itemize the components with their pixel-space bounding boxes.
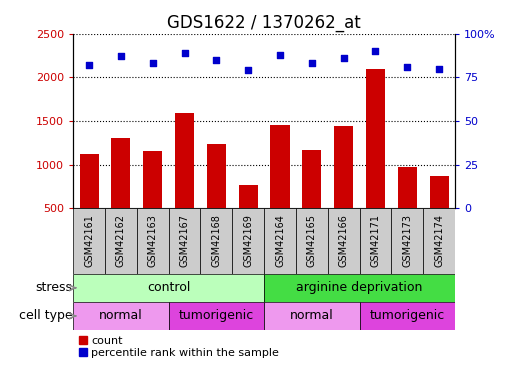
FancyBboxPatch shape bbox=[200, 208, 232, 274]
Text: GSM42165: GSM42165 bbox=[307, 214, 317, 267]
Point bbox=[85, 62, 93, 68]
Point bbox=[244, 68, 253, 74]
FancyBboxPatch shape bbox=[232, 208, 264, 274]
Text: normal: normal bbox=[99, 309, 143, 322]
Text: cell type: cell type bbox=[19, 309, 73, 322]
Text: GSM42161: GSM42161 bbox=[84, 214, 94, 267]
Point bbox=[339, 55, 348, 61]
FancyBboxPatch shape bbox=[328, 208, 360, 274]
Text: GSM42171: GSM42171 bbox=[370, 214, 380, 267]
Text: tumorigenic: tumorigenic bbox=[370, 309, 445, 322]
Point bbox=[276, 52, 284, 58]
Point bbox=[180, 50, 189, 56]
Point bbox=[149, 60, 157, 66]
Text: normal: normal bbox=[290, 309, 334, 322]
Text: GSM42173: GSM42173 bbox=[402, 214, 412, 267]
Bar bbox=[238, 186, 258, 208]
Point bbox=[117, 53, 125, 59]
Bar bbox=[175, 113, 194, 208]
FancyBboxPatch shape bbox=[264, 208, 296, 274]
Text: tumorigenic: tumorigenic bbox=[179, 309, 254, 322]
Bar bbox=[270, 125, 290, 208]
FancyBboxPatch shape bbox=[73, 274, 264, 302]
Text: GSM42174: GSM42174 bbox=[434, 214, 444, 267]
FancyBboxPatch shape bbox=[264, 302, 360, 330]
Bar bbox=[79, 154, 99, 208]
Bar bbox=[429, 176, 449, 208]
Bar bbox=[366, 69, 385, 208]
Point bbox=[308, 60, 316, 66]
FancyBboxPatch shape bbox=[360, 208, 391, 274]
FancyBboxPatch shape bbox=[168, 208, 200, 274]
Title: GDS1622 / 1370262_at: GDS1622 / 1370262_at bbox=[167, 15, 361, 33]
Text: arginine deprivation: arginine deprivation bbox=[297, 281, 423, 294]
FancyBboxPatch shape bbox=[137, 208, 168, 274]
FancyBboxPatch shape bbox=[423, 208, 455, 274]
Text: control: control bbox=[147, 281, 190, 294]
Legend: count, percentile rank within the sample: count, percentile rank within the sample bbox=[79, 336, 279, 358]
Bar bbox=[207, 144, 226, 208]
FancyBboxPatch shape bbox=[168, 302, 264, 330]
FancyBboxPatch shape bbox=[391, 208, 423, 274]
Text: stress: stress bbox=[36, 281, 73, 294]
FancyBboxPatch shape bbox=[360, 302, 455, 330]
Text: GSM42168: GSM42168 bbox=[211, 214, 221, 267]
FancyBboxPatch shape bbox=[105, 208, 137, 274]
FancyBboxPatch shape bbox=[73, 302, 168, 330]
Bar bbox=[302, 150, 321, 208]
Text: GSM42167: GSM42167 bbox=[179, 214, 189, 267]
Bar bbox=[334, 126, 353, 208]
Point bbox=[403, 64, 412, 70]
Bar bbox=[143, 151, 162, 208]
FancyBboxPatch shape bbox=[296, 208, 328, 274]
Text: GSM42162: GSM42162 bbox=[116, 214, 126, 267]
Bar bbox=[111, 138, 130, 208]
Point bbox=[435, 66, 444, 72]
Point bbox=[212, 57, 221, 63]
Text: GSM42164: GSM42164 bbox=[275, 214, 285, 267]
FancyBboxPatch shape bbox=[264, 274, 455, 302]
Text: GSM42166: GSM42166 bbox=[339, 214, 349, 267]
Text: GSM42169: GSM42169 bbox=[243, 214, 253, 267]
Point bbox=[371, 48, 380, 54]
Bar bbox=[397, 167, 417, 208]
Text: GSM42163: GSM42163 bbox=[148, 214, 158, 267]
FancyBboxPatch shape bbox=[73, 208, 105, 274]
